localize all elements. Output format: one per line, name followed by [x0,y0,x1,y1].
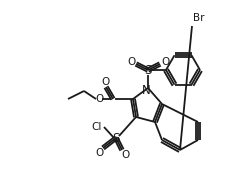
Text: O: O [95,148,103,158]
Text: O: O [121,150,129,160]
Text: O: O [127,57,135,67]
Text: S: S [144,64,152,77]
Text: N: N [142,84,150,98]
Text: O: O [95,94,103,104]
Text: O: O [161,57,169,67]
Text: Cl: Cl [92,122,102,132]
Text: Br: Br [193,13,205,23]
Text: S: S [112,131,120,144]
Text: O: O [101,77,109,87]
